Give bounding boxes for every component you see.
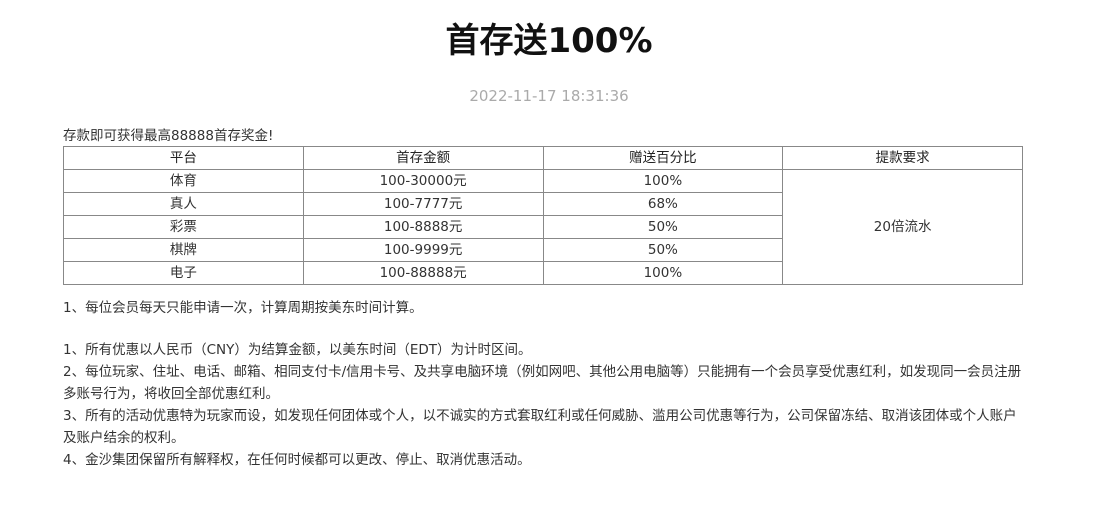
cell-percent: 50% <box>542 215 784 239</box>
cell-platform: 真人 <box>63 192 304 216</box>
header-amount: 首存金额 <box>302 146 544 170</box>
intro-text: 存款即可获得最高88888首存奖金! <box>63 128 274 144</box>
cell-percent: 100% <box>542 261 784 285</box>
cell-percent: 50% <box>542 238 784 262</box>
cell-platform: 电子 <box>63 261 304 285</box>
article-content: 存款即可获得最高88888首存奖金! 平台 首存金额 赠送百分比 提款要求 体育… <box>63 126 1028 471</box>
page-title: 首存送100% <box>445 21 653 61</box>
cell-percent: 100% <box>542 169 784 193</box>
table-row: 彩票 100-8888元 50% <box>63 215 1023 239</box>
cell-amount: 100-7777元 <box>302 192 544 216</box>
cell-platform: 体育 <box>63 169 304 193</box>
cell-amount: 100-30000元 <box>302 169 544 193</box>
header-percent: 赠送百分比 <box>542 146 784 170</box>
rule-item: 2、每位玩家、住址、电话、邮箱、相同支付卡/信用卡号、及共享电脑环境（例如网吧、… <box>63 364 1022 402</box>
header-platform: 平台 <box>63 146 304 170</box>
rules-section: 1、每位会员每天只能申请一次，计算周期按美东时间计算。 1、所有优惠以人民币（C… <box>63 297 1028 471</box>
cell-amount: 100-88888元 <box>302 261 544 285</box>
table-row: 电子 100-88888元 100% <box>63 261 1023 285</box>
cell-amount: 100-8888元 <box>302 215 544 239</box>
rule-item: 3、所有的活动优惠特为玩家而设，如发现任何团体或个人，以不诚实的方式套取红利或任… <box>63 408 1017 446</box>
rule-item: 1、所有优惠以人民币（CNY）为结算金额，以美东时间（EDT）为计时区间。 <box>63 342 532 358</box>
cell-amount: 100-9999元 <box>302 238 544 262</box>
cell-percent: 68% <box>542 192 784 216</box>
table-header-row: 平台 首存金额 赠送百分比 提款要求 <box>63 146 1023 170</box>
cell-platform: 棋牌 <box>63 238 304 262</box>
table-row: 棋牌 100-9999元 50% <box>63 238 1023 262</box>
publish-date: 2022-11-17 18:31:36 <box>469 87 629 105</box>
table-row: 真人 100-7777元 68% <box>63 192 1023 216</box>
cell-requirement: 20倍流水 <box>782 169 1023 285</box>
rule-item: 4、金沙集团保留所有解释权，在任何时候都可以更改、停止、取消优惠活动。 <box>63 452 531 468</box>
table-row: 体育 100-30000元 100% 20倍流水 <box>63 169 1023 285</box>
bonus-table: 平台 首存金额 赠送百分比 提款要求 体育 100-30000元 100% 20… <box>63 146 1023 285</box>
header-requirement: 提款要求 <box>782 146 1023 170</box>
rule-note: 1、每位会员每天只能申请一次，计算周期按美东时间计算。 <box>63 300 423 316</box>
cell-platform: 彩票 <box>63 215 304 239</box>
